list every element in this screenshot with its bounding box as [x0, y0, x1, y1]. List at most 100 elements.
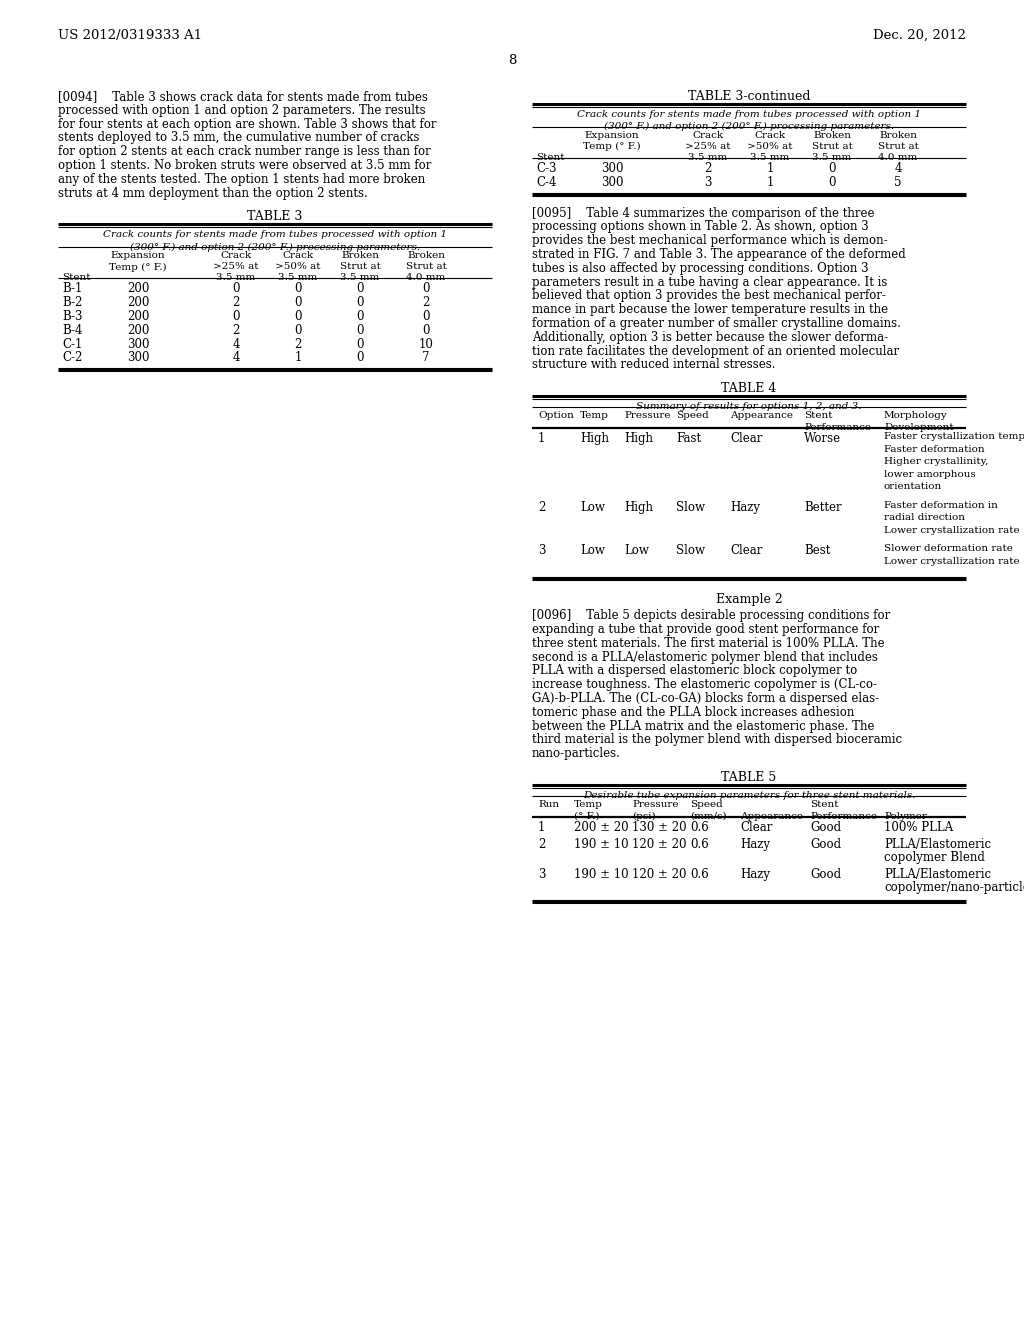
- Text: 3.5 mm: 3.5 mm: [812, 153, 852, 162]
- Text: 0: 0: [828, 176, 836, 189]
- Text: Stent: Stent: [804, 412, 833, 420]
- Text: 1: 1: [294, 351, 302, 364]
- Text: mance in part because the lower temperature results in the: mance in part because the lower temperat…: [532, 304, 888, 317]
- Text: Low: Low: [624, 544, 649, 557]
- Text: TABLE 4: TABLE 4: [721, 383, 776, 395]
- Text: Speed: Speed: [690, 800, 723, 809]
- Text: 0: 0: [422, 310, 430, 323]
- Text: Speed: Speed: [676, 412, 709, 420]
- Text: Crack: Crack: [283, 251, 313, 260]
- Text: 0: 0: [232, 282, 240, 296]
- Text: Development: Development: [884, 424, 953, 432]
- Text: 4.0 mm: 4.0 mm: [879, 153, 918, 162]
- Text: Crack counts for stents made from tubes processed with option 1: Crack counts for stents made from tubes …: [577, 110, 921, 119]
- Text: Hazy: Hazy: [740, 838, 770, 851]
- Text: Good: Good: [810, 838, 841, 851]
- Text: Slower deformation rate: Slower deformation rate: [884, 544, 1013, 553]
- Text: Low: Low: [580, 500, 605, 513]
- Text: 1: 1: [766, 176, 774, 189]
- Text: High: High: [624, 432, 653, 445]
- Text: Stent: Stent: [62, 273, 90, 282]
- Text: Stent: Stent: [810, 800, 839, 809]
- Text: Summary of results for options 1, 2, and 3.: Summary of results for options 1, 2, and…: [636, 403, 861, 412]
- Text: 2: 2: [294, 338, 302, 351]
- Text: Pressure: Pressure: [632, 800, 679, 809]
- Text: Slow: Slow: [676, 544, 705, 557]
- Text: 0: 0: [356, 282, 364, 296]
- Text: Higher crystallinity,: Higher crystallinity,: [884, 457, 988, 466]
- Text: 3.5 mm: 3.5 mm: [216, 273, 256, 282]
- Text: Clear: Clear: [730, 432, 763, 445]
- Text: structure with reduced internal stresses.: structure with reduced internal stresses…: [532, 359, 775, 371]
- Text: C-2: C-2: [62, 351, 82, 364]
- Text: believed that option 3 provides the best mechanical perfor-: believed that option 3 provides the best…: [532, 289, 886, 302]
- Text: Crack: Crack: [220, 251, 252, 260]
- Text: (300° F.) and option 2 (200° F.) processing parameters.: (300° F.) and option 2 (200° F.) process…: [130, 243, 420, 252]
- Text: Strut at: Strut at: [812, 143, 852, 150]
- Text: 300: 300: [127, 351, 150, 364]
- Text: Appearance: Appearance: [740, 812, 803, 821]
- Text: 200: 200: [127, 282, 150, 296]
- Text: Dec. 20, 2012: Dec. 20, 2012: [873, 29, 966, 42]
- Text: Temp: Temp: [580, 412, 609, 420]
- Text: Slow: Slow: [676, 500, 705, 513]
- Text: Faster crystallization temp.: Faster crystallization temp.: [884, 432, 1024, 441]
- Text: TABLE 5: TABLE 5: [721, 771, 776, 784]
- Text: Best: Best: [804, 544, 830, 557]
- Text: C-1: C-1: [62, 338, 82, 351]
- Text: for option 2 stents at each crack number range is less than for: for option 2 stents at each crack number…: [58, 145, 431, 158]
- Text: (psi): (psi): [632, 812, 655, 821]
- Text: 3: 3: [705, 176, 712, 189]
- Text: Lower crystallization rate: Lower crystallization rate: [884, 525, 1020, 535]
- Text: 120 ± 20: 120 ± 20: [632, 838, 686, 851]
- Text: 0: 0: [294, 310, 302, 323]
- Text: Strut at: Strut at: [406, 263, 446, 272]
- Text: Temp (° F.): Temp (° F.): [584, 143, 641, 150]
- Text: [0094]    Table 3 shows crack data for stents made from tubes: [0094] Table 3 shows crack data for sten…: [58, 90, 428, 103]
- Text: Broken: Broken: [407, 251, 445, 260]
- Text: increase toughness. The elastomeric copolymer is (CL-co-: increase toughness. The elastomeric copo…: [532, 678, 877, 692]
- Text: Temp (° F.): Temp (° F.): [110, 263, 167, 272]
- Text: C-3: C-3: [536, 162, 556, 176]
- Text: 1: 1: [766, 162, 774, 176]
- Text: expanding a tube that provide good stent performance for: expanding a tube that provide good stent…: [532, 623, 880, 636]
- Text: Fast: Fast: [676, 432, 701, 445]
- Text: 0.6: 0.6: [690, 838, 709, 851]
- Text: TABLE 3: TABLE 3: [248, 210, 303, 223]
- Text: PLLA with a dispersed elastomeric block copolymer to: PLLA with a dispersed elastomeric block …: [532, 664, 857, 677]
- Text: 200: 200: [127, 296, 150, 309]
- Text: GA)-b-PLLA. The (CL-co-GA) blocks form a dispersed elas-: GA)-b-PLLA. The (CL-co-GA) blocks form a…: [532, 692, 880, 705]
- Text: option 1 stents. No broken struts were observed at 3.5 mm for: option 1 stents. No broken struts were o…: [58, 158, 431, 172]
- Text: 0: 0: [356, 310, 364, 323]
- Text: copolymer/nano-particles: copolymer/nano-particles: [884, 880, 1024, 894]
- Text: 2: 2: [422, 296, 430, 309]
- Text: 300: 300: [601, 176, 624, 189]
- Text: 10: 10: [419, 338, 433, 351]
- Text: Expansion: Expansion: [585, 131, 639, 140]
- Text: (300° F.) and option 2 (200° F.) processing parameters.: (300° F.) and option 2 (200° F.) process…: [604, 121, 894, 131]
- Text: Temp: Temp: [574, 800, 603, 809]
- Text: 300: 300: [601, 162, 624, 176]
- Text: 3.5 mm: 3.5 mm: [688, 153, 728, 162]
- Text: 0: 0: [356, 323, 364, 337]
- Text: Expansion: Expansion: [111, 251, 165, 260]
- Text: tion rate facilitates the development of an oriented molecular: tion rate facilitates the development of…: [532, 345, 899, 358]
- Text: US 2012/0319333 A1: US 2012/0319333 A1: [58, 29, 202, 42]
- Text: 3: 3: [538, 869, 546, 882]
- Text: 190 ± 10: 190 ± 10: [574, 869, 629, 882]
- Text: 4: 4: [894, 162, 902, 176]
- Text: 120 ± 20: 120 ± 20: [632, 869, 686, 882]
- Text: [0095]    Table 4 summarizes the comparison of the three: [0095] Table 4 summarizes the comparison…: [532, 207, 874, 219]
- Text: 4: 4: [232, 338, 240, 351]
- Text: Crack: Crack: [692, 131, 724, 140]
- Text: second is a PLLA/elastomeric polymer blend that includes: second is a PLLA/elastomeric polymer ble…: [532, 651, 878, 664]
- Text: 300: 300: [127, 338, 150, 351]
- Text: Crack counts for stents made from tubes processed with option 1: Crack counts for stents made from tubes …: [103, 231, 447, 239]
- Text: 4: 4: [232, 351, 240, 364]
- Text: Polymer: Polymer: [884, 812, 927, 821]
- Text: Hazy: Hazy: [740, 869, 770, 882]
- Text: Appearance: Appearance: [730, 412, 793, 420]
- Text: 190 ± 10: 190 ± 10: [574, 838, 629, 851]
- Text: third material is the polymer blend with dispersed bioceramic: third material is the polymer blend with…: [532, 734, 902, 746]
- Text: 4.0 mm: 4.0 mm: [407, 273, 445, 282]
